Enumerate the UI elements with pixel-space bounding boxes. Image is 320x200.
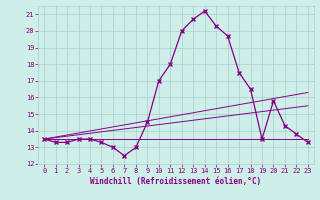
X-axis label: Windchill (Refroidissement éolien,°C): Windchill (Refroidissement éolien,°C)	[91, 177, 261, 186]
